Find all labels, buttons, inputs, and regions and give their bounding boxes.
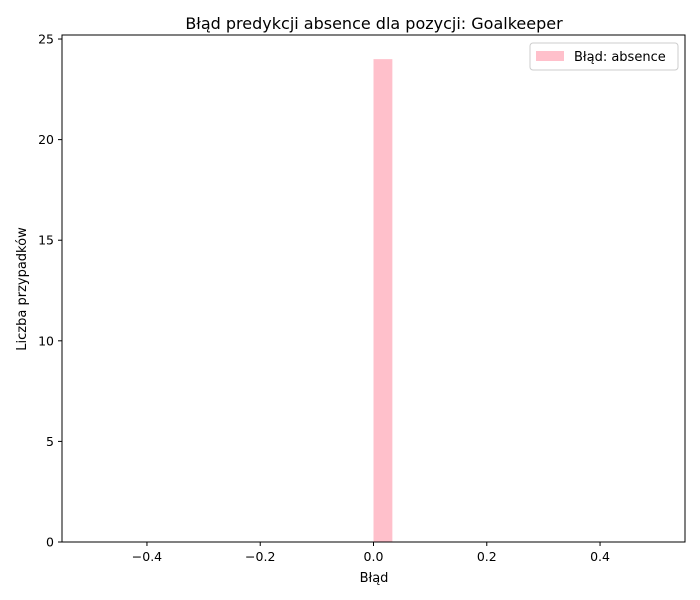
- y-axis-label: Liczba przypadków: [15, 227, 30, 351]
- legend-box: [529, 42, 679, 71]
- y-axis-ticks: 0 5 10 15 20 25: [38, 32, 62, 550]
- x-tick-label: 0.0: [364, 549, 384, 564]
- x-axis-label: Błąd: [360, 571, 389, 586]
- y-tick-label: 20: [38, 132, 54, 147]
- histogram-bar-0: [373, 59, 393, 543]
- x-tick-label: −0.4: [132, 549, 162, 564]
- y-tick-label: 15: [38, 233, 54, 248]
- bars-group: [373, 59, 393, 543]
- legend-label: Błąd: absence: [574, 50, 666, 65]
- x-tick-label: −0.2: [245, 549, 275, 564]
- x-tick-label: 0.4: [590, 549, 610, 564]
- y-tick-label: 5: [46, 434, 54, 449]
- y-tick-label: 25: [38, 32, 54, 47]
- x-axis-ticks: −0.4 −0.2 0.0 0.2 0.4: [132, 542, 610, 564]
- chart-title: Błąd predykcji absence dla pozycji: Goal…: [185, 14, 563, 33]
- y-tick-label: 10: [38, 333, 54, 348]
- legend: Błąd: absence: [529, 42, 679, 71]
- x-tick-label: 0.2: [477, 549, 497, 564]
- y-tick-label: 0: [46, 535, 54, 550]
- legend-swatch: [536, 51, 564, 61]
